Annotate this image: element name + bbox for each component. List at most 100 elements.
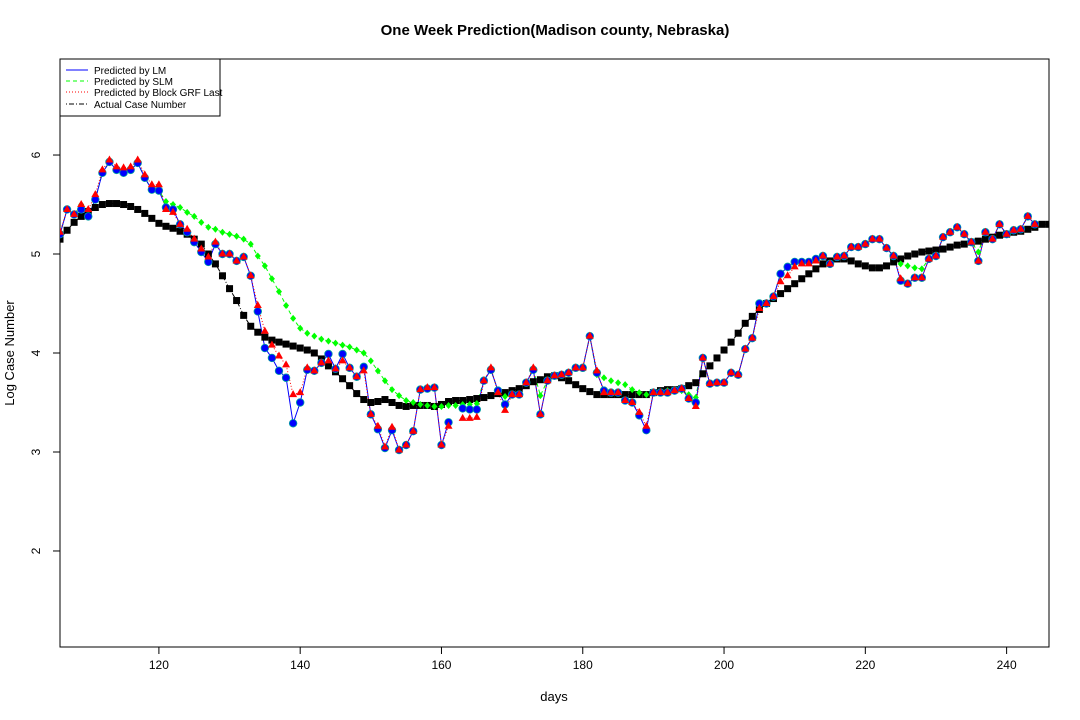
point-lm bbox=[253, 307, 262, 316]
point-grf bbox=[345, 363, 354, 371]
point-grf bbox=[769, 292, 778, 300]
legend-label-actual: Actual Case Number bbox=[94, 100, 187, 111]
point-actual bbox=[247, 322, 255, 330]
point-grf bbox=[161, 204, 170, 212]
point-slm bbox=[374, 367, 381, 375]
point-actual bbox=[120, 201, 128, 209]
point-actual bbox=[310, 349, 318, 357]
point-grf bbox=[267, 340, 276, 348]
point-actual bbox=[847, 257, 855, 265]
point-grf bbox=[826, 259, 835, 267]
chart-title: One Week Prediction(Madison county, Nebr… bbox=[381, 22, 730, 39]
point-slm bbox=[198, 218, 205, 226]
point-slm bbox=[311, 332, 318, 340]
point-slm bbox=[473, 399, 480, 407]
point-grf bbox=[988, 234, 997, 242]
point-grf bbox=[691, 401, 700, 409]
point-actual bbox=[466, 396, 474, 404]
point-actual bbox=[706, 362, 714, 370]
point-grf bbox=[246, 271, 255, 279]
point-slm bbox=[184, 208, 191, 216]
point-slm bbox=[537, 392, 544, 400]
point-grf bbox=[70, 209, 79, 217]
point-grf bbox=[811, 256, 820, 264]
point-actual bbox=[784, 285, 792, 293]
point-slm bbox=[502, 393, 509, 401]
point-grf bbox=[953, 222, 962, 230]
point-grf bbox=[946, 227, 955, 235]
point-grf bbox=[303, 363, 312, 371]
point-actual bbox=[593, 391, 601, 399]
point-actual bbox=[77, 212, 85, 220]
point-grf bbox=[380, 442, 389, 450]
point-slm bbox=[975, 248, 982, 256]
point-actual bbox=[324, 362, 332, 370]
point-actual bbox=[748, 312, 756, 320]
point-grf bbox=[98, 165, 107, 173]
plot-clip bbox=[60, 155, 1049, 455]
point-grf bbox=[847, 242, 856, 250]
point-actual bbox=[819, 260, 827, 268]
point-lm bbox=[281, 373, 291, 382]
point-grf bbox=[628, 397, 637, 405]
point-grf bbox=[649, 388, 658, 396]
point-grf bbox=[211, 237, 220, 245]
point-actual bbox=[911, 250, 919, 258]
point-grf bbox=[939, 232, 948, 240]
point-actual bbox=[148, 214, 156, 222]
point-actual bbox=[812, 265, 820, 273]
point-slm bbox=[403, 397, 410, 405]
point-grf bbox=[359, 366, 368, 374]
point-actual bbox=[897, 255, 905, 263]
point-slm bbox=[600, 374, 607, 382]
point-actual bbox=[296, 344, 304, 352]
point-slm bbox=[396, 392, 403, 400]
y-tick-label: 3 bbox=[29, 448, 43, 455]
point-slm bbox=[162, 198, 169, 206]
point-actual bbox=[374, 398, 382, 406]
x-tick-label: 240 bbox=[997, 658, 1017, 672]
point-grf bbox=[1009, 225, 1018, 233]
point-grf bbox=[861, 239, 870, 247]
point-grf bbox=[550, 371, 559, 379]
point-actual bbox=[70, 218, 78, 226]
point-grf bbox=[77, 200, 86, 208]
point-grf bbox=[995, 219, 1004, 227]
point-slm bbox=[212, 225, 219, 233]
point-actual bbox=[162, 222, 170, 230]
legend-box bbox=[59, 58, 221, 117]
point-actual bbox=[402, 402, 410, 410]
point-slm bbox=[318, 335, 325, 343]
point-grf bbox=[176, 219, 185, 227]
point-grf bbox=[486, 363, 495, 371]
point-lm bbox=[154, 186, 164, 195]
point-grf bbox=[119, 163, 128, 171]
point-grf bbox=[705, 379, 714, 387]
legend: Predicted by LM Predicted by SLM Predict… bbox=[59, 58, 223, 117]
y-axis-label: Log Case Number bbox=[2, 300, 17, 406]
point-grf bbox=[84, 204, 93, 212]
point-lm bbox=[84, 212, 93, 221]
plot-area-frame bbox=[59, 58, 1050, 648]
point-actual bbox=[388, 398, 396, 406]
point-actual bbox=[445, 398, 453, 406]
point-actual bbox=[720, 346, 728, 354]
point-slm bbox=[438, 402, 445, 410]
point-actual bbox=[565, 377, 573, 385]
point-grf bbox=[373, 421, 382, 429]
point-grf bbox=[727, 368, 736, 376]
point-actual bbox=[713, 354, 721, 362]
point-actual bbox=[240, 311, 248, 319]
point-grf bbox=[204, 252, 213, 260]
point-grf bbox=[599, 388, 608, 396]
point-slm bbox=[615, 379, 622, 387]
point-grf bbox=[91, 190, 100, 198]
series-points-lm bbox=[60, 157, 1040, 455]
point-slm bbox=[897, 260, 904, 268]
point-actual bbox=[572, 381, 580, 389]
x-tick-label: 180 bbox=[573, 658, 593, 672]
point-grf bbox=[698, 353, 707, 361]
point-grf bbox=[402, 440, 411, 448]
point-slm bbox=[410, 398, 417, 406]
point-slm bbox=[177, 203, 184, 211]
